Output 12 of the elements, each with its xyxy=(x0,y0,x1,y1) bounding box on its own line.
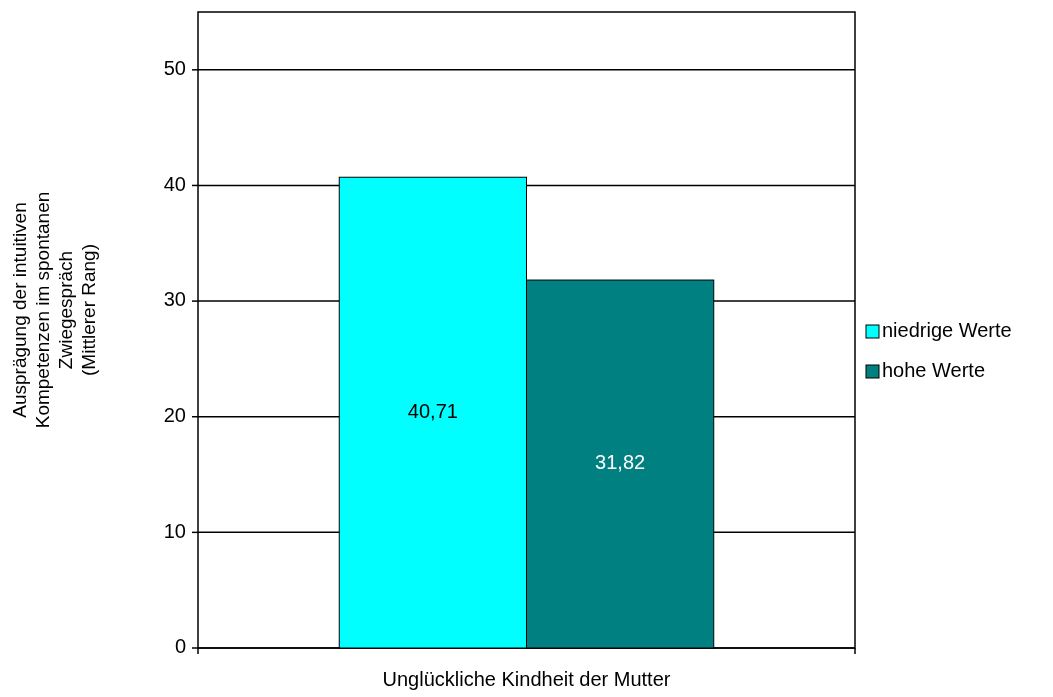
y-axis-title: Ausprägung der intuitiven Kompetenzen im spontanen Zwiegespräch (Mittlerer Rang) xyxy=(9,191,99,429)
legend-label: niedrige Werte xyxy=(882,319,1012,342)
y-tick-label: 30 xyxy=(163,288,186,311)
y-tick-label: 50 xyxy=(163,57,186,80)
y-tick-label: 10 xyxy=(163,519,186,542)
data-label: 40,71 xyxy=(407,399,458,422)
data-label: 31,82 xyxy=(595,451,646,474)
x-tick-label: Unglückliche Kindheit der Mutter xyxy=(382,668,671,690)
y-tick-label: 40 xyxy=(163,172,186,195)
y-tick-label: 20 xyxy=(163,404,186,427)
y-tick-label: 0 xyxy=(174,635,186,658)
legend-label: hohe Werte xyxy=(882,359,986,382)
